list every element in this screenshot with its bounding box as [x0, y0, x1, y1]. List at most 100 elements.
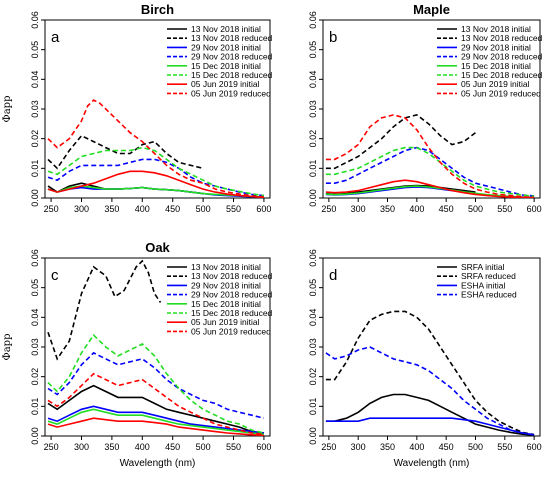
x-tick-label: 600 [256, 204, 271, 214]
legend-entry: 13 Nov 2018 reduced [461, 33, 543, 43]
series-line-13-nov-2018-initial [47, 384, 264, 434]
x-tick-label: 450 [439, 204, 454, 214]
x-tick-label: 450 [165, 204, 180, 214]
legend-entry: SRFA initial [461, 262, 505, 272]
y-tick-label: 0.00 [30, 427, 40, 445]
x-tick-label: 400 [135, 204, 150, 214]
y-tick-label: 0.00 [308, 427, 318, 445]
y-tick-label: 0.02 [308, 368, 318, 386]
legend-entry: 29 Nov 2018 reduced [191, 290, 273, 300]
legend-entry: 13 Nov 2018 reduced [191, 33, 273, 43]
y-tick-label: 0.06 [30, 11, 40, 29]
x-tick-label: 450 [439, 442, 454, 452]
legend-entry: 29 Nov 2018 reduced [461, 52, 543, 62]
legend-entry: 05 Jun 2019 reduced [461, 88, 541, 98]
legend-entry: 29 Nov 2018 initial [191, 42, 261, 52]
panel-maple: 250 300 350 400 450 500 550 600 0.00 0.01 0.02 0.03… [308, 2, 543, 214]
series-line-29-nov-2018-reduced [325, 146, 535, 197]
y-tick-label: 0.05 [308, 279, 318, 297]
x-tick-label: 250 [321, 442, 336, 452]
series-line-05-jun-2019-initial [47, 417, 264, 436]
legend-entry: 05 Jun 2019 initial [191, 317, 260, 327]
y-tick-label: 0.00 [308, 189, 318, 207]
x-tick-label: 400 [135, 442, 150, 452]
series-line-15-dec-2018-initial [325, 185, 535, 198]
y-tick-label: 0.06 [30, 249, 40, 267]
y-tick-label: 0.03 [308, 100, 318, 118]
x-tick-label: 350 [104, 442, 119, 452]
y-tick-label: 0.03 [308, 338, 318, 356]
panel-letter: d [329, 267, 337, 284]
y-tick-label: 0.01 [30, 398, 40, 416]
series-line-esha-reduced [325, 346, 535, 436]
series-line-29-nov-2018-reduced [47, 351, 265, 419]
series-line-05-jun-2019-reduced [47, 372, 264, 436]
legend-entry: 15 Dec 2018 reduced [191, 70, 273, 80]
panel-oak: 250 300 350 400 450 500 550 600 0.00 0.01 0.02 0.03… [2, 240, 273, 469]
y-tick-label: 0.04 [308, 309, 318, 327]
series-lines [47, 99, 265, 198]
legend-entry: 13 Nov 2018 initial [461, 24, 531, 34]
series-line-05-jun-2019-initial [325, 179, 535, 198]
x-tick-label: 300 [74, 204, 89, 214]
series-line-05-jun-2019-reduced [47, 99, 264, 198]
legend-entry: SRFA reduced [461, 271, 516, 281]
x-tick-label: 600 [527, 204, 542, 214]
series-lines [325, 114, 535, 198]
y-tick-label: 0.04 [30, 309, 40, 327]
panel-humic-standards: 250 300 350 400 450 500 550 600 0.00 0.01 0.02 0.03… [308, 249, 542, 469]
legend-entry: 29 Nov 2018 initial [461, 42, 531, 52]
y-tick-label: 0.03 [30, 100, 40, 118]
series-line-15-dec-2018-reduced [47, 146, 265, 197]
legend-entry: 29 Nov 2018 initial [191, 280, 261, 290]
y-tick-label: 0.01 [308, 398, 318, 416]
y-tick-label: 0.05 [308, 41, 318, 59]
series-line-05-jun-2019-reduced [325, 114, 535, 198]
legend-entry: 05 Jun 2019 initial [461, 79, 530, 89]
y-tick-label: 0.00 [30, 189, 40, 207]
panel-letter: b [329, 29, 337, 46]
legend-entry: 05 Jun 2019 initial [191, 79, 260, 89]
y-tick-label: 0.04 [308, 71, 318, 89]
legend-entry: 15 Dec 2018 reduced [191, 308, 273, 318]
x-tick-label: 350 [380, 442, 395, 452]
y-axis-label: Φapp [2, 96, 13, 123]
series-line-13-nov-2018-reduced [47, 134, 204, 170]
y-tick-label: 0.02 [30, 130, 40, 148]
x-axis-label: Wavelength (nm) [394, 458, 470, 469]
y-tick-label: 0.04 [30, 71, 40, 89]
panel-letter: c [51, 267, 59, 284]
x-tick-label: 550 [226, 204, 241, 214]
series-line-05-jun-2019-initial [47, 170, 264, 198]
panel-title: Oak [145, 240, 170, 255]
plot-frame [322, 257, 541, 437]
series-line-13-nov-2018-reduced [47, 259, 162, 361]
legend-entry: 13 Nov 2018 reduced [191, 271, 273, 281]
y-tick-label: 0.02 [30, 368, 40, 386]
x-tick-label: 400 [409, 442, 424, 452]
legend-entry: 29 Nov 2018 reduced [191, 52, 273, 62]
y-tick-label: 0.01 [30, 160, 40, 178]
x-axis-label: Wavelength (nm) [120, 458, 196, 469]
y-tick-label: 0.03 [30, 338, 40, 356]
series-line-15-dec-2018-reduced [47, 333, 265, 434]
legend-entry: ESHA reduced [461, 290, 517, 300]
x-tick-label: 550 [497, 442, 512, 452]
x-tick-label: 550 [226, 442, 241, 452]
series-lines [325, 310, 535, 436]
x-tick-label: 250 [321, 204, 336, 214]
y-tick-label: 0.06 [308, 249, 318, 267]
series-line-srfa-reduced [325, 310, 535, 436]
series-line-29-nov-2018-initial [47, 405, 264, 434]
x-tick-label: 300 [351, 442, 366, 452]
x-tick-label: 500 [468, 442, 483, 452]
x-tick-label: 500 [196, 442, 211, 452]
legend-entry: 15 Dec 2018 reduced [461, 70, 543, 80]
y-tick-label: 0.01 [308, 160, 318, 178]
panel-letter: a [51, 29, 60, 46]
panel-title: Maple [413, 2, 450, 17]
